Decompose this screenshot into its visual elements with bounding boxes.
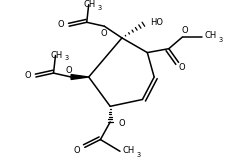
Text: CH: CH — [205, 31, 217, 40]
Text: O: O — [24, 71, 31, 80]
Text: O: O — [58, 20, 64, 29]
Text: 3: 3 — [64, 55, 68, 61]
Text: O: O — [73, 146, 80, 155]
Polygon shape — [71, 74, 89, 79]
Text: O: O — [178, 63, 185, 72]
Text: 3: 3 — [219, 37, 223, 43]
Text: O: O — [118, 119, 125, 128]
Text: CH: CH — [84, 0, 96, 9]
Text: O: O — [181, 26, 188, 35]
Text: O: O — [66, 66, 73, 75]
Text: 3: 3 — [137, 152, 141, 158]
Text: HO: HO — [150, 18, 163, 27]
Text: O: O — [100, 29, 107, 37]
Text: CH: CH — [50, 51, 63, 60]
Text: 3: 3 — [97, 5, 102, 11]
Text: CH: CH — [123, 146, 135, 155]
